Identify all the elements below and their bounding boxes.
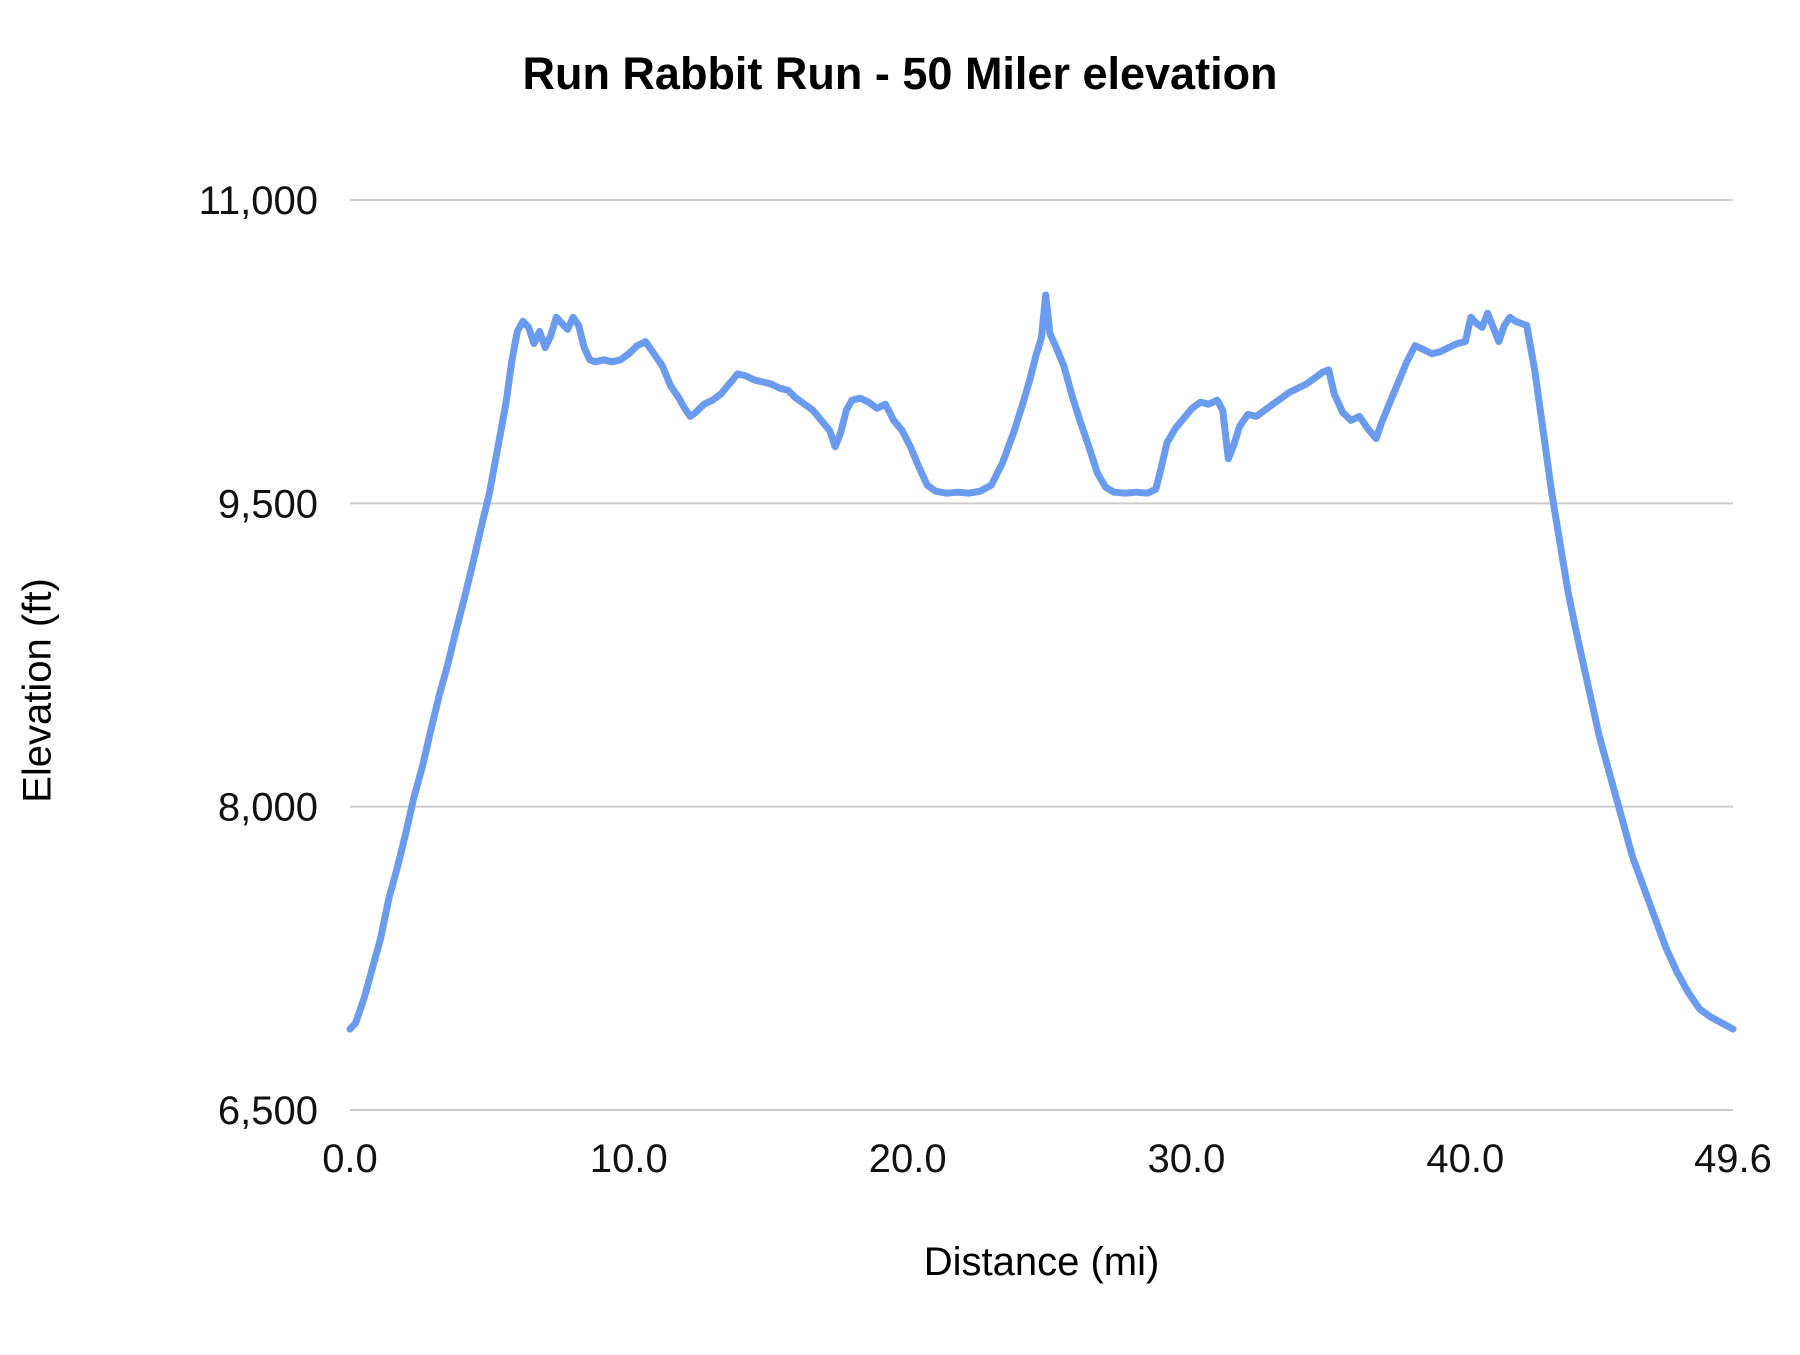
- x-axis-title: Distance (mi): [923, 1240, 1160, 1284]
- x-tick-label: 40.0: [1426, 1137, 1504, 1181]
- y-tick-label: 8,000: [218, 786, 318, 830]
- y-tick-label: 9,500: [218, 482, 318, 526]
- x-tick-label: 0.0: [322, 1137, 378, 1181]
- elevation-profile-line: [346, 291, 1737, 1033]
- y-tick-label: 6,500: [218, 1089, 318, 1133]
- x-tick-label: 20.0: [869, 1137, 947, 1181]
- y-tick-label: 11,000: [199, 179, 318, 223]
- chart-title: Run Rabbit Run - 50 Miler elevation: [522, 48, 1278, 99]
- y-axis-title: Elevation (ft): [15, 578, 60, 803]
- x-tick-label: 30.0: [1148, 1137, 1226, 1181]
- x-tick-label: 49.6: [1694, 1137, 1772, 1181]
- x-tick-label: 10.0: [590, 1137, 668, 1181]
